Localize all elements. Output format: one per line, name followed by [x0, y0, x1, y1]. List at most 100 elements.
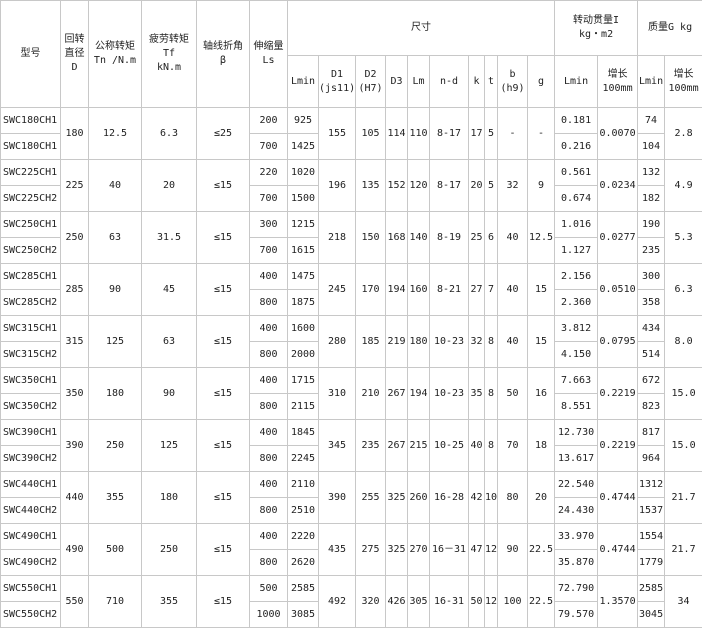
data-cell: 90: [497, 523, 528, 576]
cell-text: 1715: [290, 374, 316, 386]
model-cell: SWC225CH1: [0, 159, 61, 186]
data-cell: 310: [318, 367, 356, 420]
data-cell: 400: [249, 315, 288, 342]
data-cell: 194: [407, 367, 430, 420]
data-cell: 8: [484, 315, 498, 368]
cell-text: 180: [159, 491, 179, 503]
header-cell: 增长 100mm: [597, 55, 639, 108]
data-cell: ≤15: [196, 211, 250, 264]
cell-text: 疲劳转矩: [149, 34, 189, 45]
cell-text: 34: [677, 595, 690, 607]
header-cell: 回转 直径 D: [60, 0, 89, 108]
data-cell: 800: [249, 497, 288, 524]
data-cell: 150: [355, 211, 386, 264]
data-cell: 255: [355, 471, 386, 524]
data-cell: 700: [249, 237, 288, 264]
data-cell: 964: [637, 445, 666, 472]
data-cell: 40: [497, 263, 528, 316]
table-row: SWC550CH2 1000 3085 79.570 3045: [0, 601, 702, 628]
data-cell: 8-17: [429, 107, 469, 160]
data-cell: 1875: [287, 289, 319, 316]
data-cell: 1.016: [554, 211, 599, 238]
data-cell: 390: [60, 419, 89, 472]
cell-text: 275: [361, 543, 380, 555]
cell-text: 100mm: [602, 82, 633, 94]
data-cell: 110: [407, 107, 430, 160]
data-cell: 63: [88, 211, 142, 264]
cell-text: 235: [642, 244, 661, 256]
cell-text: 15: [535, 335, 548, 347]
cell-text: (h9): [500, 82, 525, 94]
data-cell: 20: [468, 159, 485, 212]
cell-text: 增长: [607, 68, 628, 80]
model-cell: SWC225CH2: [0, 185, 61, 212]
cell-text: 964: [642, 452, 661, 464]
cell-text: SWC350CH1: [3, 374, 58, 386]
cell-text: 0.0234: [599, 179, 636, 191]
data-cell: 40: [497, 315, 528, 368]
data-cell: 0.216: [554, 133, 599, 160]
cell-text: 180: [409, 335, 428, 347]
cell-text: 45: [162, 283, 176, 295]
cell-text: 400: [259, 426, 278, 438]
data-cell: 16: [526, 367, 556, 420]
data-cell: 210: [355, 367, 386, 420]
model-cell: SWC315CH1: [0, 315, 61, 342]
cell-text: n-d: [439, 75, 459, 87]
cell-text: 6.3: [159, 127, 179, 139]
data-cell: 5.3: [664, 211, 702, 264]
cell-text: ≤15: [213, 439, 233, 451]
data-cell: 22.5: [526, 523, 556, 576]
data-cell: 925: [287, 107, 319, 134]
data-cell: 390: [318, 471, 356, 524]
cell-text: 10-23: [433, 387, 465, 399]
header-cell: D2 (H7): [355, 55, 386, 108]
data-cell: 2000: [287, 341, 319, 368]
table-row: SWC390CH1 390 250 125 ≤15 400 1845 345 235 267 215…: [0, 419, 702, 472]
data-cell: 325: [385, 471, 408, 524]
cell-text: 390: [327, 491, 347, 503]
cell-text: 0.2219: [599, 439, 636, 451]
cell-text: 5: [487, 179, 495, 191]
data-cell: 285: [60, 263, 89, 316]
cell-text: 12: [485, 595, 498, 607]
header-cell: 增长 100mm: [664, 55, 702, 108]
model-cell: SWC390CH1: [0, 419, 61, 446]
data-cell: 185: [355, 315, 386, 368]
model-cell: SWC550CH2: [0, 601, 61, 628]
data-cell: 120: [407, 159, 430, 212]
cell-text: 40: [506, 335, 519, 347]
cell-text: 13.617: [558, 452, 595, 464]
data-cell: 33.970: [554, 523, 599, 550]
cell-text: 8.0: [674, 335, 693, 347]
data-cell: 215: [407, 419, 430, 472]
data-cell: 8-21: [429, 263, 469, 316]
data-cell: 823: [637, 393, 666, 420]
cell-text: 434: [642, 322, 661, 334]
cell-text: 27: [470, 283, 483, 295]
cell-text: 7.663: [561, 374, 592, 386]
data-cell: 358: [637, 289, 666, 316]
cell-text: 79.570: [558, 608, 595, 620]
cell-text: 16: [535, 387, 548, 399]
cell-text: 150: [361, 231, 380, 243]
cell-text: 700: [259, 244, 278, 256]
data-cell: 8.551: [554, 393, 599, 420]
data-cell: 0.0510: [597, 263, 639, 316]
data-cell: 12.5: [88, 107, 142, 160]
data-cell: 2585: [637, 575, 666, 602]
cell-text: SWC285CH1: [3, 270, 58, 282]
data-cell: 267: [385, 419, 408, 472]
header-cell: k: [468, 55, 485, 108]
data-cell: 4.9: [664, 159, 702, 212]
model-cell: SWC250CH2: [0, 237, 61, 264]
cell-text: 152: [387, 179, 406, 191]
data-cell: 140: [407, 211, 430, 264]
cell-text: (H7): [358, 82, 383, 94]
cell-text: 12.730: [558, 426, 595, 438]
cell-text: 2585: [290, 582, 316, 594]
cell-text: t: [487, 75, 495, 87]
cell-text: 140: [409, 231, 428, 243]
cell-text: 180: [105, 387, 125, 399]
